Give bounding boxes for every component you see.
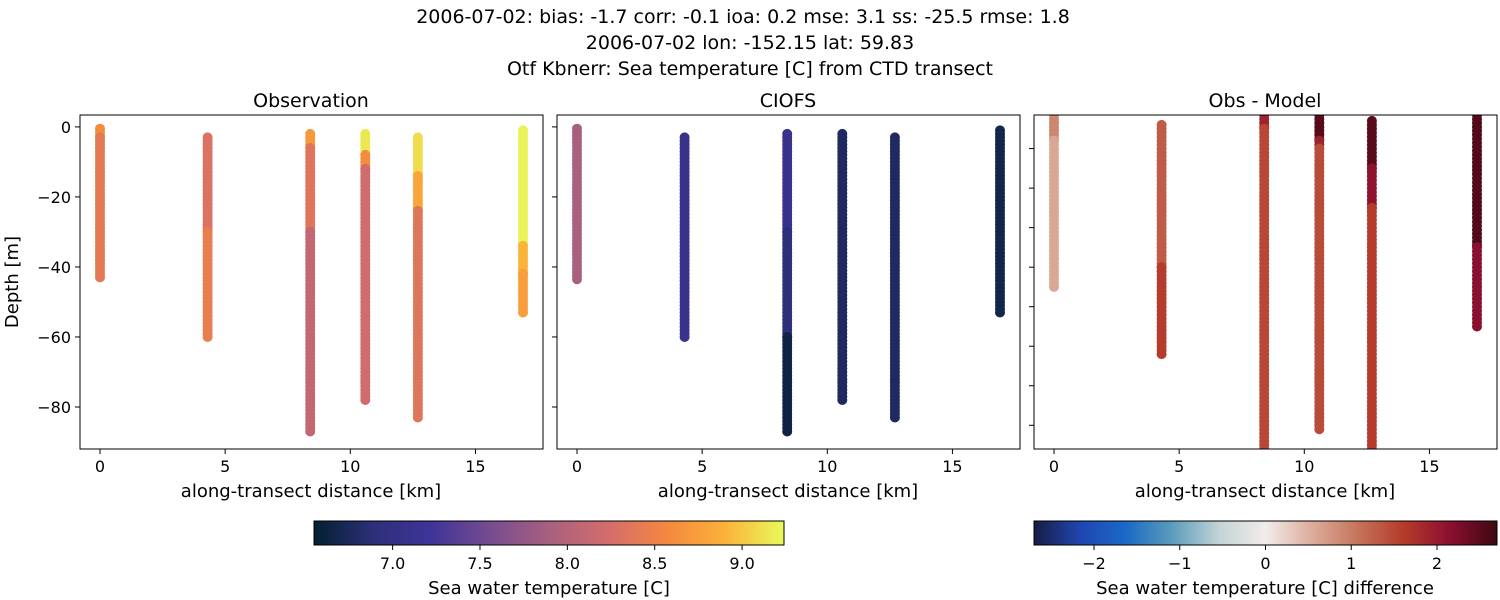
data-point [1472, 321, 1482, 332]
panel-title-obs-model: Obs - Model [1209, 90, 1322, 112]
panel-2: 0 5 10 15 [1029, 114, 1498, 476]
panel-title-ciofs: CIOFS [760, 90, 816, 112]
colorbar-tick-label: 8.0 [555, 554, 580, 573]
y-tick-label: 0 [61, 118, 71, 137]
y-tick-label: −80 [37, 398, 71, 417]
data-point [572, 274, 582, 285]
suptitle-line-2: 2006-07-02 lon: -152.15 lat: 59.83 [586, 32, 914, 54]
data-point [1049, 281, 1059, 292]
data-point [782, 426, 793, 437]
data-point [95, 272, 105, 283]
panel-title-observation: Observation [253, 90, 369, 112]
colorbar-gradient [313, 520, 785, 546]
y-tick-label: −20 [37, 188, 71, 207]
colorbar-tick-label: 2 [1432, 554, 1442, 573]
x-tick-label: 10 [1294, 457, 1314, 476]
colorbar-tick-label: 9.0 [729, 554, 754, 573]
suptitle-line-3: Otf Kbnerr: Sea temperature [C] from CTD… [507, 58, 993, 80]
colorbar-tick-label: 8.5 [642, 554, 667, 573]
data-point [1314, 424, 1325, 435]
x-tick-label: 0 [572, 457, 582, 476]
data-point [1366, 444, 1377, 449]
data-point [1156, 349, 1167, 360]
colorbar-tick-label: 7.0 [380, 554, 405, 573]
x-tick-label: 5 [1174, 457, 1184, 476]
x-tick-label: 0 [95, 457, 105, 476]
colorbar-tick-label: 0 [1260, 554, 1270, 573]
y-axis-label: Depth [m] [2, 236, 23, 328]
x-axis-label-observation: along-transect distance [km] [181, 481, 441, 502]
x-tick-label: 5 [697, 457, 707, 476]
data-point [837, 395, 848, 405]
axes-frame [556, 114, 1021, 450]
x-tick-label: 15 [942, 457, 962, 476]
x-axis-label-obs-model: along-transect distance [km] [1135, 481, 1395, 502]
data-point [1259, 452, 1269, 462]
colorbar-tick-label: −1 [1168, 554, 1192, 573]
panel-1: 0 5 10 15 [552, 114, 1021, 476]
data-point [360, 395, 371, 405]
axes-frame [1033, 114, 1498, 450]
data-point [995, 307, 1005, 318]
data-point [202, 332, 213, 342]
colorbar-label-difference: Sea water temperature [C] difference [1096, 578, 1434, 599]
x-tick-label: 0 [1049, 457, 1059, 476]
data-point [679, 332, 690, 342]
colorbar-0: 7.0 7.5 8.0 8.5 9.0 [313, 520, 785, 573]
suptitle-line-1: 2006-07-02: bias: -1.7 corr: -0.1 ioa: 0… [416, 6, 1070, 28]
x-tick-label: 5 [220, 457, 230, 476]
colorbar-tick-label: 7.5 [467, 554, 492, 573]
y-tick-label: −60 [37, 328, 71, 347]
data-point [1259, 460, 1269, 470]
colorbar-1: −2 −1 0 1 2 [1033, 520, 1498, 573]
data-point [412, 412, 423, 423]
x-axis-label-ciofs: along-transect distance [km] [658, 481, 918, 502]
data-point [305, 426, 316, 437]
colorbar-label-temperature: Sea water temperature [C] [428, 578, 670, 599]
data-point [1259, 456, 1269, 466]
data-points [95, 123, 528, 437]
panel-0: 0 5 10 15 0 −20 −40 −60 −80 [37, 114, 544, 476]
data-points [572, 123, 1005, 437]
data-point [889, 412, 900, 423]
axes-frame [79, 114, 544, 450]
colorbar-tick-label: −2 [1082, 554, 1106, 573]
x-tick-label: 15 [1419, 457, 1439, 476]
y-tick-label: −40 [37, 258, 71, 277]
x-tick-label: 10 [817, 457, 837, 476]
data-points [1049, 115, 1482, 470]
x-tick-label: 15 [465, 457, 485, 476]
colorbar-gradient [1033, 520, 1498, 546]
x-tick-label: 10 [340, 457, 360, 476]
colorbar-tick-label: 1 [1346, 554, 1356, 573]
data-point [518, 307, 528, 318]
data-point [1259, 444, 1270, 449]
